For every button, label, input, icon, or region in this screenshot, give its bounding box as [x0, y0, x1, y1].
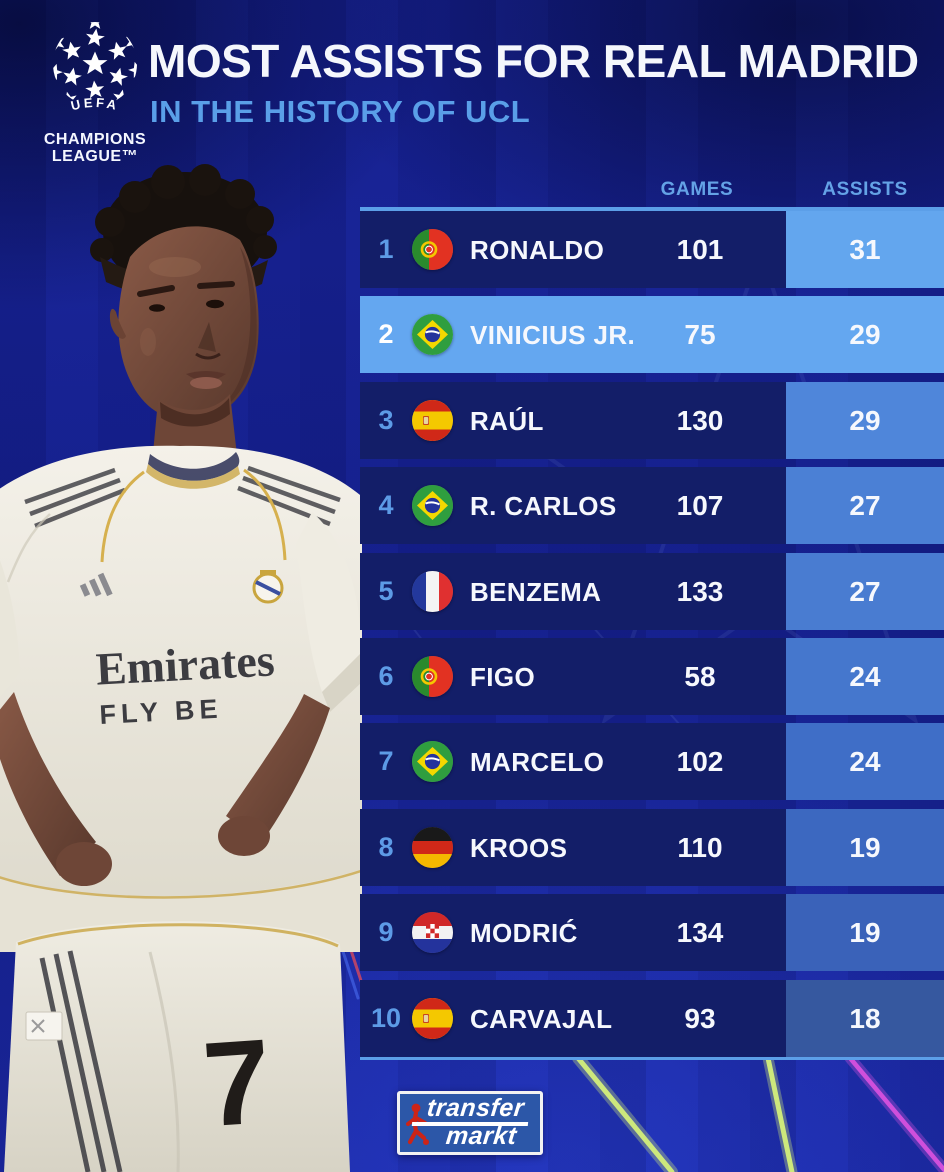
player-left-arm: [218, 512, 362, 856]
player-shorts: 7: [4, 921, 350, 1172]
games-value: 75: [684, 319, 716, 351]
games-value: 130: [676, 404, 724, 436]
shorts-care-tag: [25, 1011, 63, 1041]
table-bottom-rule: [360, 1056, 944, 1060]
assists-value: 27: [849, 490, 881, 522]
ucl-logo-line2: LEAGUE™: [51, 148, 139, 165]
assists-value: 19: [849, 831, 881, 863]
page-subtitle: IN THE HISTORY OF UCL: [150, 94, 531, 129]
assists-value: 31: [849, 234, 881, 265]
club-crest: [252, 570, 284, 604]
games-value: 107: [676, 490, 724, 522]
player-name: CARVAJAL: [470, 1003, 613, 1034]
player-photo-vinicius: Emirates FLY BE 7: [0, 164, 362, 1172]
games-value: 134: [676, 917, 724, 949]
jersey-slogan-text: FLY BE: [99, 694, 223, 730]
portugal-flag-icon: [412, 229, 453, 270]
player-name: FIGO: [470, 661, 536, 692]
assists-cell: 18: [786, 979, 944, 1057]
assists-cell: 29: [786, 381, 944, 459]
assists-cell: 19: [786, 894, 944, 972]
rank-value: 5: [378, 575, 394, 606]
table-top-rule: [360, 207, 944, 211]
spain-flag-icon: [412, 997, 453, 1039]
assists-cell: 31: [786, 211, 944, 288]
brazil-flag-icon: [412, 741, 453, 783]
ucl-logo-line1: CHAMPIONS: [43, 131, 147, 148]
ucl-starball-icon: UEFA: [53, 22, 137, 113]
germany-flag-icon: [412, 826, 453, 868]
rank-value: 7: [378, 746, 394, 777]
player-name: RAÚL: [470, 405, 544, 436]
brazil-flag-icon: [412, 485, 453, 527]
table-row-vinicius-jr-: 2 VINICIUS JR. 75 29: [360, 296, 944, 374]
player-name: BENZEMA: [470, 576, 602, 607]
player-right-arm: [0, 560, 112, 886]
player-face: [109, 226, 259, 422]
player-name: MARCELO: [470, 747, 605, 778]
table-row-marcelo: 7 MARCELO 102 24: [360, 723, 944, 801]
assists-cell: 27: [786, 467, 944, 545]
table-row-ronaldo: 1 RONALDO 101 31: [360, 211, 944, 288]
ucl-logo: UEFA CHAMPIONS LEAGUE™: [36, 22, 154, 165]
assists-cell: 19: [786, 808, 944, 886]
assists-value: 19: [849, 917, 881, 949]
column-header-games: GAMES: [660, 179, 734, 200]
assists-cell: 29: [786, 296, 944, 373]
rank-value: 1: [378, 234, 394, 264]
assists-value: 24: [849, 746, 881, 778]
transfermarkt-word-1: transfer: [425, 1094, 526, 1122]
games-value: 93: [684, 1002, 716, 1034]
portugal-flag-icon: [412, 655, 453, 697]
games-value: 133: [676, 575, 724, 607]
ranking-table: 1 RONALDO 101 31 2 VINICIUS JR. 75 29 3 RAÚL 130 29…: [360, 211, 944, 1057]
assists-value: 29: [849, 319, 881, 351]
rank-value: 4: [378, 490, 394, 521]
player-name: RONALDO: [470, 235, 605, 265]
transfermarkt-word-2: markt: [444, 1122, 519, 1150]
assists-value: 18: [849, 1002, 881, 1034]
player-name: R. CARLOS: [470, 491, 617, 522]
rank-value: 2: [378, 319, 394, 350]
column-header-assists: ASSISTS: [822, 179, 908, 200]
table-row-benzema: 5 BENZEMA 133 27: [360, 552, 944, 630]
uefa-arc-text: UEFA: [69, 95, 118, 113]
table-row-carvajal: 10 CARVAJAL 93 18: [360, 979, 944, 1057]
transfermarkt-logo: transfer markt: [397, 1091, 543, 1155]
assists-value: 29: [849, 404, 881, 436]
assists-cell: 24: [786, 637, 944, 715]
assists-cell: 24: [786, 723, 944, 801]
games-value: 102: [676, 746, 724, 778]
france-flag-icon: [412, 570, 453, 612]
player-name: KROOS: [470, 832, 568, 863]
assists-value: 24: [849, 660, 881, 692]
brazil-flag-icon: [412, 314, 453, 356]
spain-flag-icon: [412, 399, 453, 441]
table-row-r-carlos: 4 R. CARLOS 107 27: [360, 467, 944, 545]
shorts-number: 7: [199, 1014, 275, 1152]
jersey-sponsor-text: Emirates: [95, 634, 276, 694]
table-row-kroos: 8 KROOS 110 19: [360, 808, 944, 886]
rank-value: 3: [378, 404, 394, 435]
games-value: 101: [676, 234, 724, 265]
games-value: 58: [684, 660, 716, 692]
svg-text:UEFA: UEFA: [69, 95, 121, 113]
adidas-logo: [79, 572, 113, 597]
rank-value: 8: [378, 831, 394, 862]
table-row-ra-l: 3 RAÚL 130 29: [360, 381, 944, 459]
player-name: MODRIĆ: [470, 918, 578, 949]
table-row-figo: 6 FIGO 58 24: [360, 637, 944, 715]
rank-value: 9: [378, 917, 394, 948]
games-value: 110: [677, 831, 723, 863]
player-name: VINICIUS JR.: [470, 320, 636, 351]
croatia-flag-icon: [412, 912, 453, 954]
page-title: MOST ASSISTS FOR REAL MADRID: [148, 35, 919, 87]
assists-value: 27: [849, 575, 881, 607]
assists-cell: 27: [786, 552, 944, 630]
rank-value: 6: [378, 660, 394, 691]
table-row-modri-: 9 MODRIĆ 134 19: [360, 894, 944, 972]
rank-value: 10: [370, 1002, 402, 1033]
